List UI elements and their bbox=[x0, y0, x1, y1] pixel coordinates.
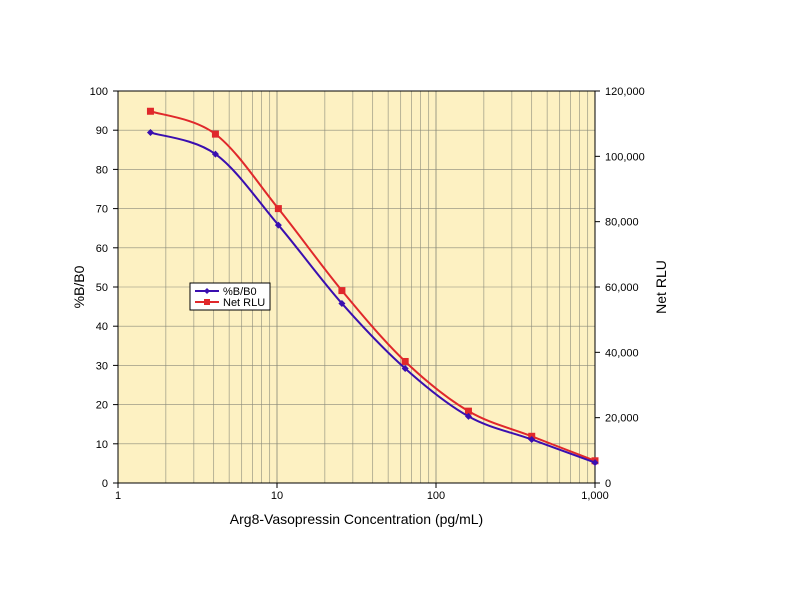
y2-tick-label: 120,000 bbox=[605, 86, 645, 98]
axis-ticks: 0 10 20 30 40 50 60 70 80 90 100 0 20,000 40,000 60,00… bbox=[90, 86, 645, 502]
data-point-bb0 bbox=[338, 299, 346, 307]
series-line-net-rlu bbox=[150, 110, 596, 462]
data-point-net-rlu bbox=[464, 407, 472, 415]
x-tick-label: 1,000 bbox=[581, 490, 609, 502]
data-point-bb0 bbox=[464, 412, 472, 420]
y-tick-label: 10 bbox=[96, 439, 108, 451]
data-point-net-rlu bbox=[211, 130, 219, 138]
data-point-bb0 bbox=[528, 435, 536, 443]
y2-tick-label: 60,000 bbox=[605, 282, 639, 294]
y-tick-label: 50 bbox=[96, 282, 108, 294]
legend-marker-bb0 bbox=[204, 288, 210, 294]
y-tick-label: 60 bbox=[96, 243, 108, 255]
series-line-bb0 bbox=[150, 131, 596, 464]
legend-box bbox=[189, 282, 271, 311]
data-point-net-rlu bbox=[146, 107, 154, 115]
y-tick-label: 70 bbox=[96, 204, 108, 216]
y2-tick-label: 100,000 bbox=[605, 151, 645, 163]
y-tick-label: 100 bbox=[90, 86, 108, 98]
y2-axis-title: Net RLU bbox=[653, 260, 669, 314]
y-tick-label: 40 bbox=[96, 321, 108, 333]
x-tick-label: 1 bbox=[115, 490, 121, 502]
y-tick-label: 30 bbox=[96, 360, 108, 372]
y-tick-label: 0 bbox=[102, 478, 108, 490]
y2-tick-label: 80,000 bbox=[605, 217, 639, 229]
legend: %B/B0 Net RLU bbox=[189, 282, 271, 311]
legend-marker-net-rlu bbox=[204, 299, 210, 305]
series-layer bbox=[146, 107, 599, 467]
x-axis-title: Arg8-Vasopressin Concentration (pg/mL) bbox=[230, 511, 483, 527]
data-point-net-rlu bbox=[338, 287, 346, 295]
y2-tick-label: 0 bbox=[605, 478, 611, 490]
legend-label-net-rlu: Net RLU bbox=[223, 297, 265, 309]
y2-tick-label: 40,000 bbox=[605, 347, 639, 359]
y-axis-title: %B/B0 bbox=[71, 265, 87, 308]
data-point-bb0 bbox=[274, 221, 282, 229]
y-tick-label: 90 bbox=[96, 125, 108, 137]
x-tick-label: 10 bbox=[271, 490, 283, 502]
data-point-bb0 bbox=[146, 129, 154, 137]
y-tick-label: 20 bbox=[96, 400, 108, 412]
data-point-net-rlu bbox=[401, 357, 409, 365]
x-tick-label: 100 bbox=[427, 490, 445, 502]
legend-label-bb0: %B/B0 bbox=[223, 286, 257, 298]
data-point-bb0 bbox=[401, 365, 409, 373]
y-tick-label: 80 bbox=[96, 164, 108, 176]
data-point-bb0 bbox=[591, 459, 599, 467]
data-point-net-rlu bbox=[274, 205, 282, 213]
y2-tick-label: 20,000 bbox=[605, 413, 639, 425]
data-point-bb0 bbox=[211, 150, 219, 158]
